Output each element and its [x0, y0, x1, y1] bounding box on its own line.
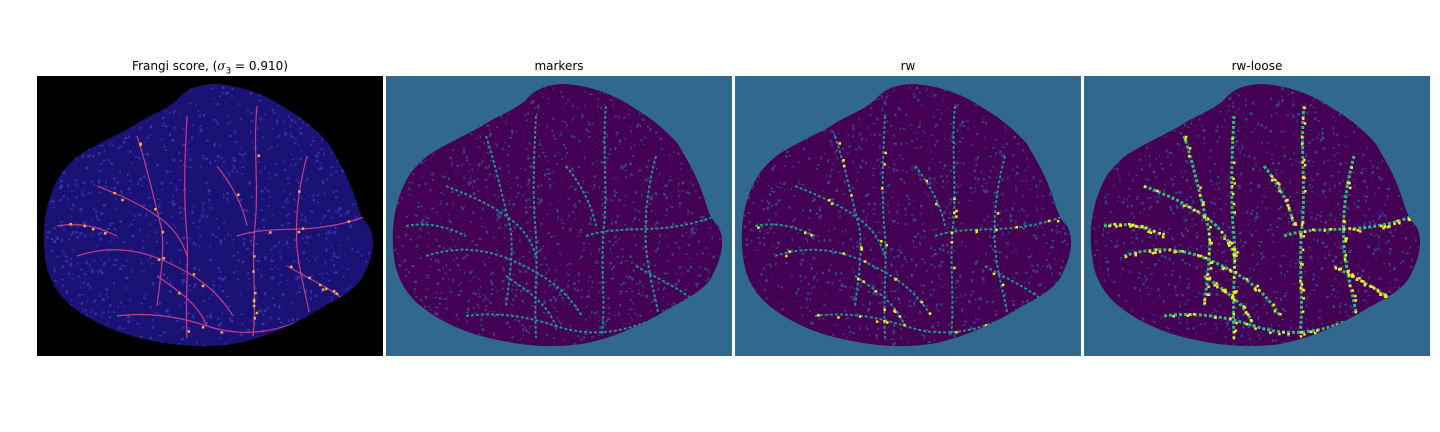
vessel-segment [881, 115, 887, 339]
vessel-segment [156, 275, 208, 327]
vessel-segment [405, 223, 467, 237]
vessel-segment [1283, 214, 1415, 238]
vessel-segment [184, 115, 189, 339]
vessel-segment [1230, 115, 1237, 339]
rw-loose-image [1084, 76, 1430, 356]
vessel-segment [1123, 248, 1282, 317]
tissue-texture [392, 84, 723, 347]
vessel-segment [295, 155, 310, 313]
vessel-segment [934, 215, 1066, 237]
vessel-segment [914, 165, 946, 227]
vessel-segment [505, 275, 557, 327]
vessel-segment [236, 215, 368, 237]
image-panel-markers [386, 76, 732, 356]
rw-image [735, 76, 1081, 356]
vessel-segment [76, 249, 234, 317]
vessel-segment [754, 223, 816, 237]
vessel-segment [644, 155, 659, 313]
vessel-segment [601, 105, 607, 337]
panel-title-rw-loose: rw-loose [1231, 59, 1283, 73]
image-panel-rw-loose [1084, 76, 1430, 356]
vessel-segment [445, 185, 537, 257]
vessel-segment [993, 155, 1008, 313]
frangi-image [37, 76, 383, 356]
vessel-segment [56, 223, 118, 237]
vessel-segment [532, 115, 538, 339]
markers-image [386, 76, 732, 356]
vessel-segment [425, 248, 583, 317]
vessel-segment [485, 135, 513, 307]
vessel-segment [216, 165, 248, 227]
panel-title-frangi: Frangi score, (σ3 = 0.910) [132, 59, 288, 77]
tissue-region [1090, 84, 1421, 347]
vessel-segment [854, 275, 906, 327]
vessel-segment [585, 215, 717, 237]
panel-title-rw: rw [900, 59, 916, 73]
vessel-segment [1262, 165, 1296, 227]
vessel-segment [984, 265, 1046, 303]
vessel-segment [565, 165, 597, 227]
vessel-segment [794, 185, 886, 257]
tissue-region [43, 84, 374, 347]
vessel-segment [1342, 155, 1358, 313]
vessel-segment [635, 265, 697, 303]
vessel-segment [1298, 105, 1306, 337]
vessel-segment [950, 105, 956, 337]
panel-title-markers: markers [534, 59, 584, 73]
image-panel-rw [735, 76, 1081, 356]
image-panel-frangi [37, 76, 383, 356]
